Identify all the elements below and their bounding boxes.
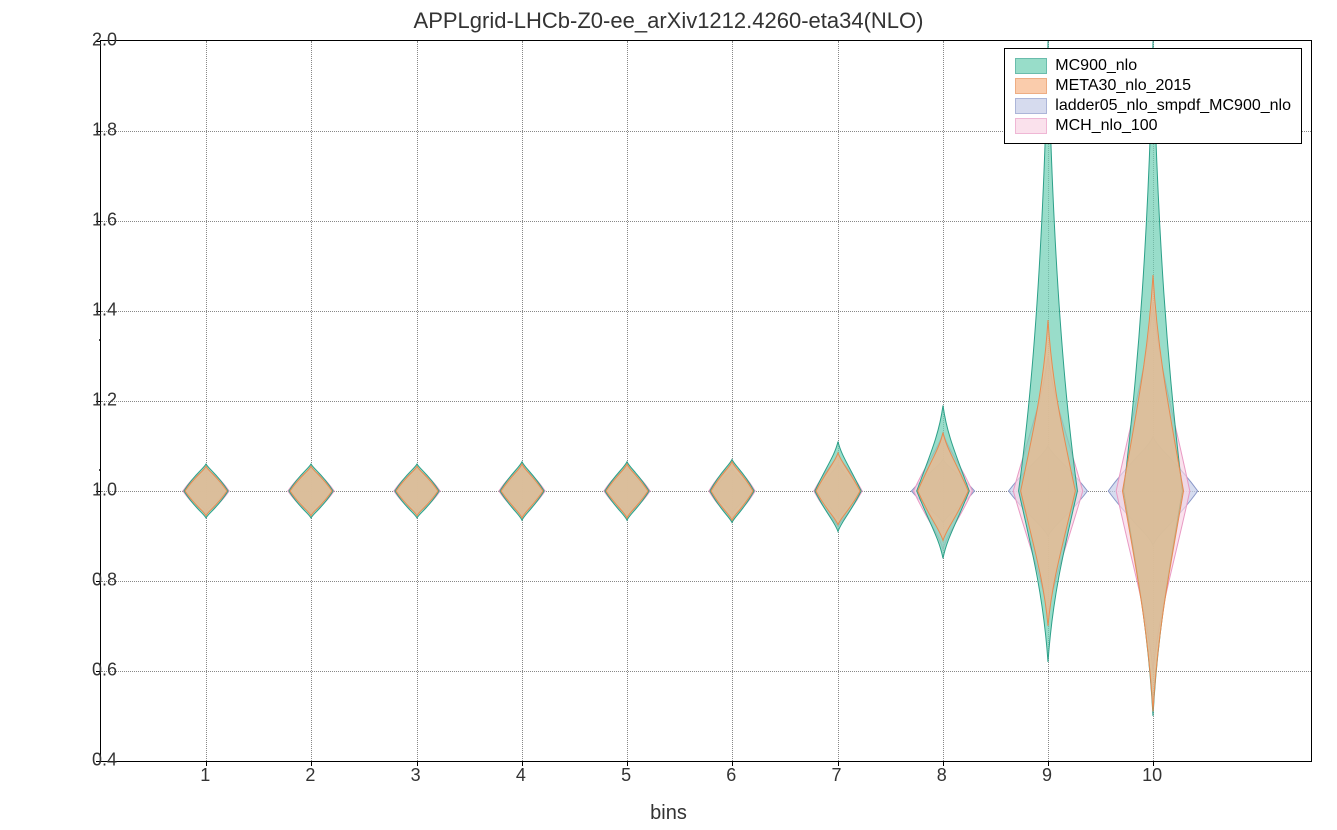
xtick-label: 3 — [411, 765, 421, 786]
xtick-label: 1 — [200, 765, 210, 786]
legend-swatch — [1015, 118, 1047, 134]
violin-shape — [915, 41, 970, 761]
xtick-label: 10 — [1142, 765, 1162, 786]
legend-swatch — [1015, 58, 1047, 74]
legend-label: MCH_nlo_100 — [1055, 117, 1157, 135]
legend-label: ladder05_nlo_smpdf_MC900_nlo — [1055, 97, 1291, 115]
xtick-label: 4 — [516, 765, 526, 786]
legend-label: MC900_nlo — [1055, 57, 1137, 75]
xtick-label: 7 — [832, 765, 842, 786]
legend-label: META30_nlo_2015 — [1055, 77, 1191, 95]
chart-container: APPLgrid-LHCb-Z0-ee_arXiv1212.4260-eta34… — [0, 0, 1337, 830]
xtick-label: 8 — [937, 765, 947, 786]
xtick-label: 2 — [305, 765, 315, 786]
ytick-label: 1.6 — [57, 210, 117, 231]
plot-area — [100, 40, 1312, 762]
violin-shape — [394, 41, 440, 761]
violin-shape — [499, 41, 545, 761]
ytick-label: 1.2 — [57, 390, 117, 411]
violin-shape — [604, 41, 650, 761]
violin-shape — [183, 41, 229, 761]
ytick-label: 0.6 — [57, 660, 117, 681]
violin-shape — [1019, 41, 1078, 761]
legend-item: ladder05_nlo_smpdf_MC900_nlo — [1015, 97, 1291, 115]
legend-swatch — [1015, 98, 1047, 114]
ytick-label: 0.4 — [57, 750, 117, 771]
ytick-label: 0.8 — [57, 570, 117, 591]
ytick-label: 2.0 — [57, 30, 117, 51]
ytick-label: 1.8 — [57, 120, 117, 141]
xtick-label: 6 — [726, 765, 736, 786]
violin-shape — [813, 41, 861, 761]
legend-swatch — [1015, 78, 1047, 94]
xtick-label: 5 — [621, 765, 631, 786]
x-axis-label: bins — [650, 802, 687, 825]
ytick-label: 1.4 — [57, 300, 117, 321]
violin-shape — [288, 41, 334, 761]
chart-title: APPLgrid-LHCb-Z0-ee_arXiv1212.4260-eta34… — [414, 8, 924, 34]
violin-shape — [709, 41, 755, 761]
legend-item: MC900_nlo — [1015, 57, 1291, 75]
xtick-label: 9 — [1042, 765, 1052, 786]
legend: MC900_nlo META30_nlo_2015 ladder05_nlo_smp… — [1004, 48, 1302, 144]
legend-item: META30_nlo_2015 — [1015, 77, 1291, 95]
legend-item: MCH_nlo_100 — [1015, 117, 1291, 135]
violin-shape — [1121, 41, 1186, 761]
ytick-label: 1.0 — [57, 480, 117, 501]
